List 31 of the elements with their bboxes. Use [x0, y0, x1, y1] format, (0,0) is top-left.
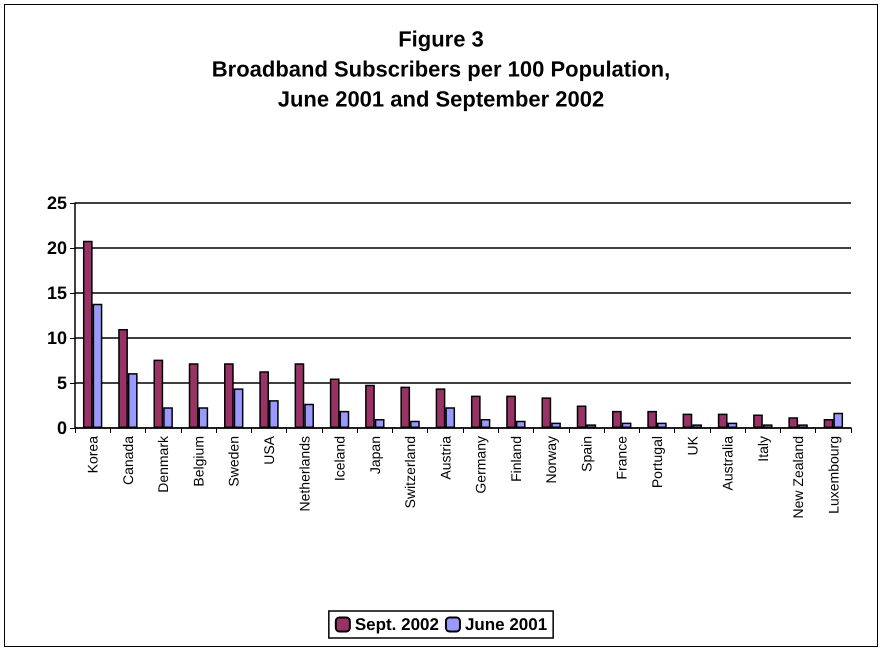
x-tick-label: USA	[261, 435, 277, 465]
x-tick-label: Switzerland	[402, 436, 418, 508]
x-tick-label: Canada	[120, 436, 136, 486]
legend-label: Sept. 2002	[354, 615, 439, 634]
legend-label: June 2001	[464, 615, 548, 634]
x-tick-label: New Zealand	[790, 436, 806, 518]
x-tick-label: Austria	[437, 436, 454, 480]
x-tick-label: Australia	[720, 436, 736, 490]
x-tick-label: Sweden	[226, 436, 242, 487]
y-tick-label: 20	[46, 238, 67, 258]
chart-title: Figure 3 Broadband Subscribers per 100 Population, June 2001 and September 2002	[212, 26, 670, 112]
x-tick-label: Spain	[578, 436, 594, 472]
x-tick-label: Korea	[84, 436, 101, 474]
y-tick-label: 25	[46, 193, 67, 213]
x-tick-label: France	[614, 436, 630, 480]
x-tick-label: Belgium	[190, 436, 206, 487]
x-tick-label: Netherlands	[296, 436, 312, 512]
y-tick-label: 15	[46, 283, 67, 303]
x-tick-label: Norway	[543, 436, 560, 484]
x-tick-label: Luxembourg	[825, 436, 842, 514]
x-tick-label: Germany	[472, 436, 489, 494]
y-tick-label: 0	[56, 418, 67, 438]
x-tick-label: Italy	[754, 436, 771, 462]
x-tick-label: Denmark	[155, 435, 172, 493]
x-tick-label: Japan	[366, 436, 383, 474]
x-tick-label: UK	[684, 435, 700, 456]
x-tick-label: Finland	[508, 436, 524, 482]
x-tick-label: Portugal	[649, 436, 665, 488]
y-tick-label: 10	[46, 328, 67, 348]
x-tick-label: Iceland	[332, 436, 348, 482]
y-tick-label: 5	[56, 373, 67, 393]
